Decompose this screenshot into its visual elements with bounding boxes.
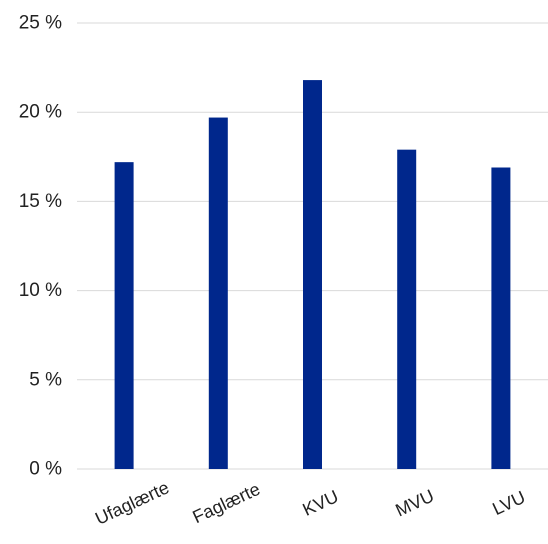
bar bbox=[303, 80, 322, 469]
x-tick-label: KVU bbox=[300, 486, 342, 520]
y-tick-label: 20 % bbox=[19, 102, 62, 123]
bar bbox=[114, 162, 134, 470]
y-axis-ticks: 0 % 5 % 10 % 15 % 20 % 25 % bbox=[19, 13, 62, 480]
bar bbox=[208, 117, 228, 469]
x-axis-ticks: Ufaglærte Faglærte KVU MVU LVU bbox=[92, 477, 528, 529]
x-tick-label: Faglærte bbox=[189, 479, 263, 528]
y-tick-label: 25 % bbox=[19, 13, 62, 34]
bar bbox=[491, 167, 511, 469]
y-tick-label: 10 % bbox=[19, 280, 62, 301]
x-tick-label: MVU bbox=[392, 485, 437, 520]
bar bbox=[397, 149, 417, 469]
x-tick-label: Ufaglærte bbox=[92, 477, 172, 529]
x-tick-label: LVU bbox=[489, 487, 528, 519]
bars bbox=[114, 80, 511, 470]
y-tick-label: 15 % bbox=[19, 191, 62, 212]
y-tick-label: 0 % bbox=[29, 459, 62, 480]
y-tick-label: 5 % bbox=[29, 369, 62, 390]
